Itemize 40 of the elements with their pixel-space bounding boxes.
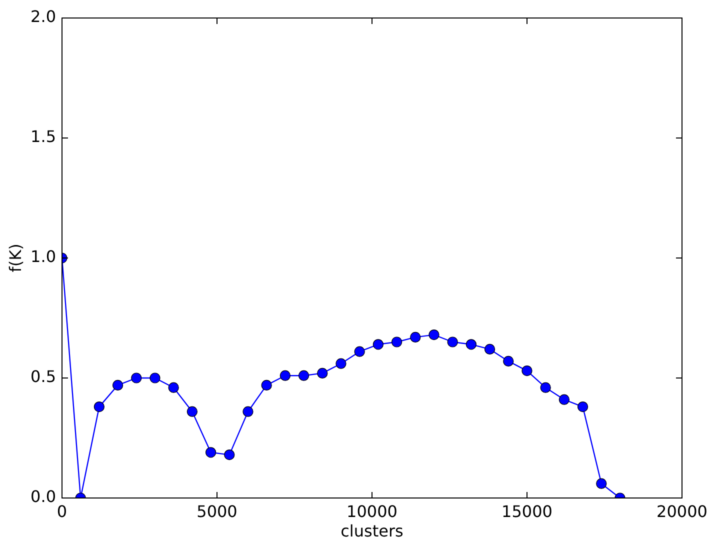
point <box>242 406 254 417</box>
y-tick-label: 1.0 <box>30 247 56 266</box>
point <box>112 380 124 390</box>
point <box>428 330 440 340</box>
point <box>186 406 198 417</box>
point <box>317 368 328 378</box>
point <box>261 380 272 390</box>
point <box>522 366 532 376</box>
y-axis-title: f(K) <box>6 244 25 272</box>
point <box>447 336 458 348</box>
x-tick-label: 0 <box>56 502 68 521</box>
point <box>150 372 160 384</box>
point <box>540 382 551 393</box>
y-tick-label: 0.5 <box>30 367 56 386</box>
point <box>280 370 290 381</box>
point <box>484 344 496 354</box>
y-tick-label: 2.0 <box>30 7 56 26</box>
point <box>410 332 421 342</box>
point <box>94 402 104 412</box>
point <box>336 358 346 369</box>
point <box>206 447 216 458</box>
point <box>578 402 588 412</box>
point <box>392 336 402 348</box>
y-tick-label: 1.5 <box>30 127 56 146</box>
x-tick-label: 20000 <box>656 502 708 521</box>
point <box>503 356 514 366</box>
point <box>168 382 179 393</box>
point <box>596 478 607 489</box>
point <box>558 394 570 405</box>
x-axis-title: clusters <box>340 522 404 541</box>
y-tick-label: 0.0 <box>30 487 56 506</box>
point <box>354 346 365 357</box>
point <box>298 370 310 381</box>
x-tick-label: 15000 <box>502 502 552 521</box>
point <box>224 450 235 460</box>
point <box>466 339 476 350</box>
point <box>372 339 384 350</box>
x-tick-label: 5000 <box>196 502 238 521</box>
point <box>131 372 142 384</box>
x-tick-label: 10000 <box>346 502 398 521</box>
